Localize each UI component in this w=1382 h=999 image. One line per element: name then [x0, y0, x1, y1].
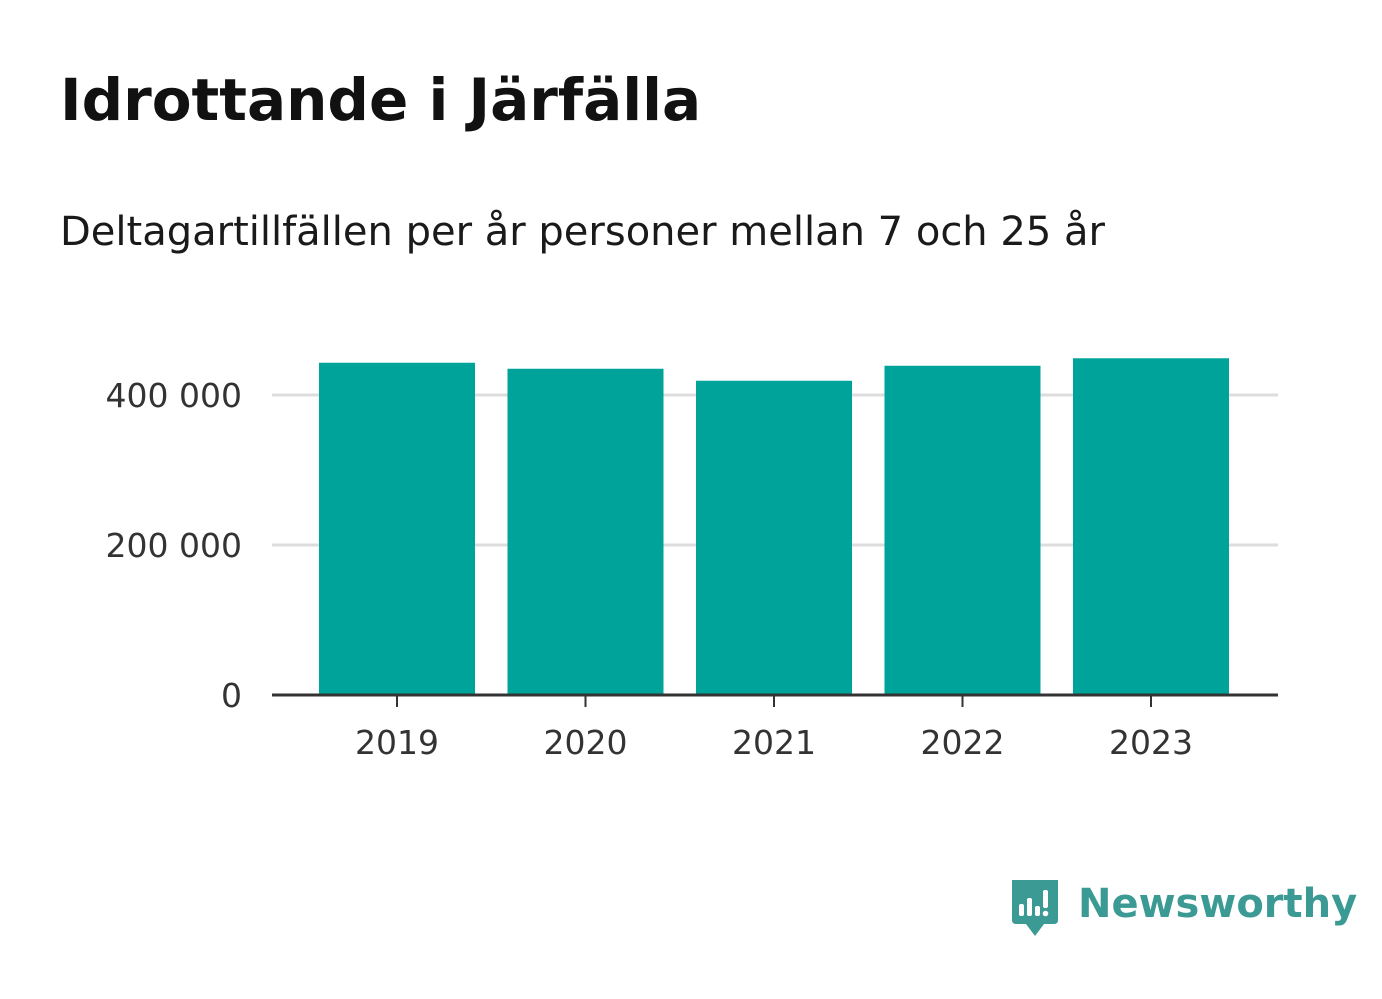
x-tick-label: 2021 — [732, 723, 816, 762]
y-tick-label: 400 000 — [106, 376, 242, 415]
bar — [884, 365, 1041, 695]
newsworthy-brand: Newsworthy — [1010, 878, 1357, 940]
bar — [507, 368, 664, 695]
bars — [319, 358, 1229, 695]
axes: 0 200 000 400 000 2019 2020 2021 2022 2023 — [106, 376, 1278, 762]
chart-title: Idrottande i Järfälla — [60, 66, 702, 134]
x-tick-label: 2019 — [355, 723, 439, 762]
y-tick-label: 0 — [221, 676, 242, 715]
x-tick-label: 2023 — [1109, 723, 1193, 762]
x-tick-label: 2020 — [544, 723, 628, 762]
chart-subtitle: Deltagartillfällen per år personer mella… — [60, 209, 1105, 255]
bar — [1073, 358, 1229, 695]
x-tick-label: 2022 — [921, 723, 1005, 762]
bar — [696, 380, 852, 695]
newsworthy-logo-icon — [1012, 880, 1058, 936]
brand-name: Newsworthy — [1078, 881, 1358, 927]
y-tick-label: 200 000 — [106, 526, 242, 565]
bar — [319, 362, 475, 695]
